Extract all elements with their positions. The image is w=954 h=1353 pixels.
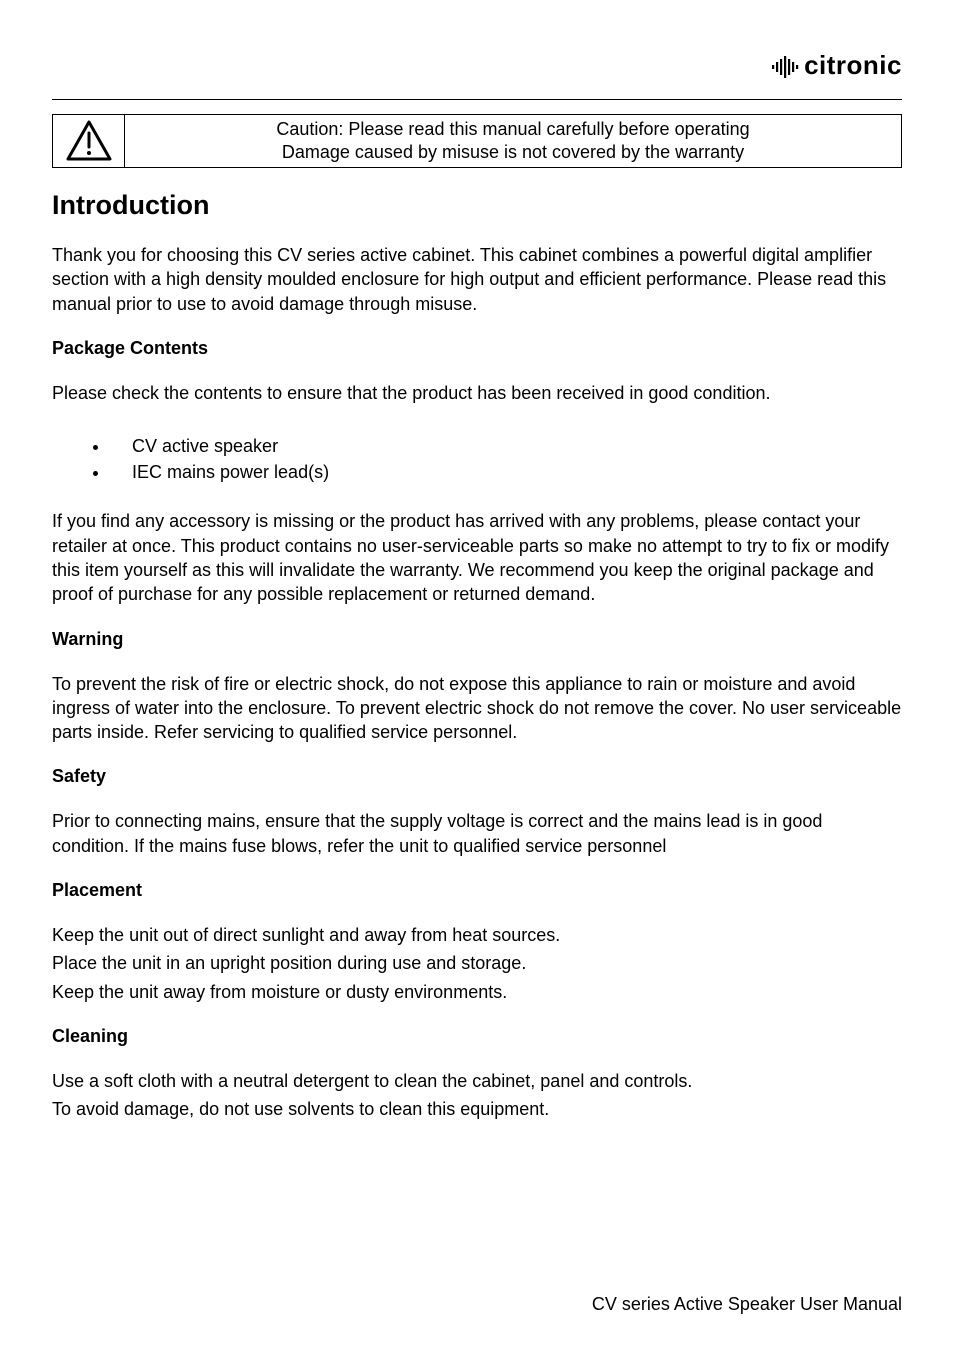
brand-wave-icon [772,56,802,78]
caution-box: Caution: Please read this manual careful… [52,114,902,168]
intro-paragraph: Thank you for choosing this CV series ac… [52,243,902,316]
cleaning-line-1: Use a soft cloth with a neutral detergen… [52,1069,902,1093]
warn-triangle-icon [65,119,113,163]
warning-heading: Warning [52,629,902,650]
caution-icon-cell [53,115,125,167]
page-footer: CV series Active Speaker User Manual [592,1294,902,1315]
cleaning-heading: Cleaning [52,1026,902,1047]
spacer [52,491,902,509]
list-item: IEC mains power lead(s) [110,459,902,485]
caution-text: Caution: Please read this manual careful… [125,115,901,167]
placement-heading: Placement [52,880,902,901]
brand-header: citronic [52,50,902,81]
package-list: CV active speaker IEC mains power lead(s… [110,433,902,485]
safety-paragraph: Prior to connecting mains, ensure that t… [52,809,902,858]
safety-heading: Safety [52,766,902,787]
package-after: If you find any accessory is missing or … [52,509,902,606]
spacer [52,409,902,427]
caution-line-1: Caution: Please read this manual careful… [276,118,749,141]
placement-line-3: Keep the unit away from moisture or dust… [52,980,902,1004]
cleaning-line-2: To avoid damage, do not use solvents to … [52,1097,902,1121]
placement-line-1: Keep the unit out of direct sunlight and… [52,923,902,947]
brand-name: citronic [804,50,902,80]
warning-paragraph: To prevent the risk of fire or electric … [52,672,902,745]
package-lead: Please check the contents to ensure that… [52,381,902,405]
package-heading: Package Contents [52,338,902,359]
header-rule [52,99,902,100]
list-item: CV active speaker [110,433,902,459]
caution-line-2: Damage caused by misuse is not covered b… [282,141,744,164]
intro-heading: Introduction [52,190,902,221]
placement-line-2: Place the unit in an upright position du… [52,951,902,975]
